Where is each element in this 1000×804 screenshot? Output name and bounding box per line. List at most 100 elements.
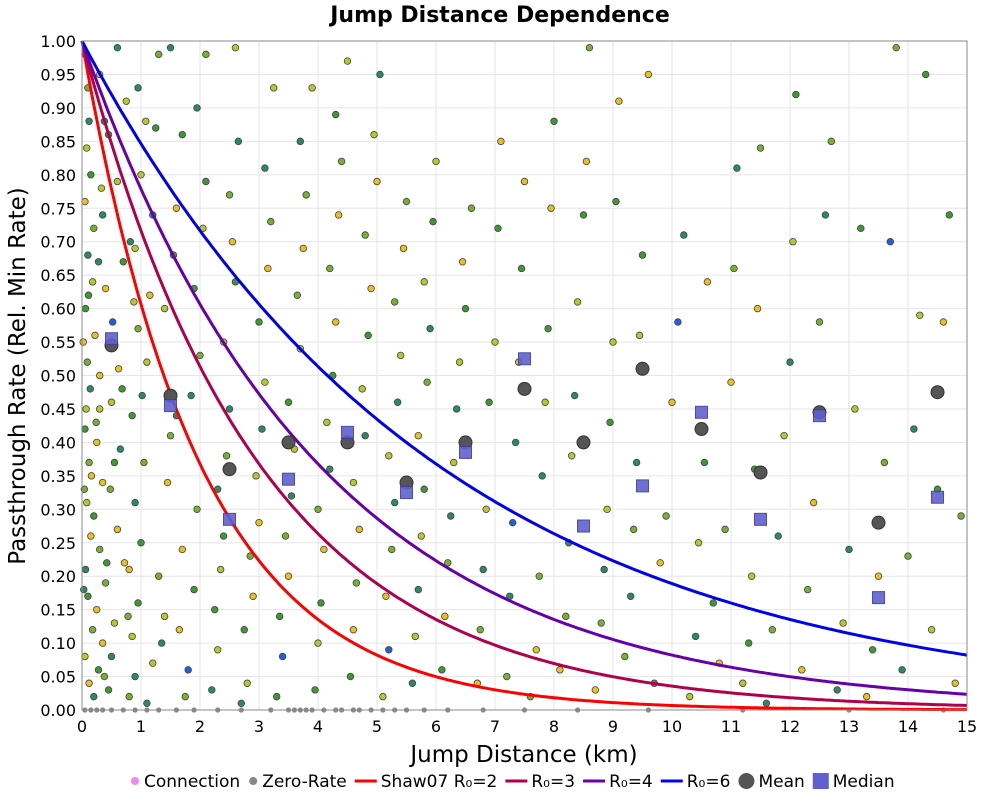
connection-point — [680, 231, 688, 239]
connection-point — [107, 398, 116, 406]
y-tick-label: 0.15 — [40, 601, 76, 620]
connection-point — [213, 646, 222, 654]
connection-point — [91, 331, 99, 340]
connection-point — [296, 137, 304, 146]
y-tick-label: 0.65 — [40, 266, 76, 285]
connection-point — [178, 130, 186, 139]
connection-point — [92, 418, 100, 427]
x-tick-label: 15 — [957, 717, 977, 736]
mean-marker — [635, 361, 650, 376]
connection-point — [104, 686, 113, 694]
plot-frame — [81, 40, 968, 711]
connection-point — [258, 425, 266, 433]
connection-point — [827, 137, 835, 146]
connection-point — [125, 692, 133, 701]
connection-point — [541, 398, 549, 406]
connection-point — [379, 692, 387, 701]
legend-label: R₀=3 — [531, 772, 575, 792]
connection-point — [686, 692, 694, 701]
connection-point — [187, 391, 195, 400]
connection-point — [886, 237, 894, 246]
x-tick-label: 6 — [431, 717, 441, 736]
connection-point — [503, 672, 511, 681]
connection-point — [721, 525, 729, 534]
connection-point — [429, 217, 437, 226]
connection-point — [927, 626, 936, 634]
connection-point — [579, 211, 588, 219]
connection-point — [391, 298, 399, 306]
x-tick-label: 12 — [780, 717, 800, 736]
connection-point — [423, 378, 431, 386]
connection-point — [780, 432, 788, 440]
connection-point — [190, 585, 198, 594]
connection-point — [84, 592, 92, 600]
connection-point — [334, 211, 343, 219]
connection-point — [142, 117, 150, 125]
connection-point — [181, 692, 189, 701]
connection-point — [106, 485, 115, 493]
median-marker — [577, 519, 590, 533]
connection-point — [644, 70, 653, 79]
mean-marker — [222, 462, 237, 477]
connection-point — [606, 418, 614, 427]
connection-point — [98, 211, 107, 219]
connection-point — [131, 244, 139, 253]
y-tick-label: 0.20 — [40, 567, 76, 586]
legend-label: Zero-Rate — [262, 772, 347, 792]
connection-point — [255, 318, 263, 326]
connection-point — [467, 204, 476, 212]
connection-point — [154, 572, 163, 580]
connection-point — [491, 338, 499, 346]
connection-point — [120, 559, 129, 567]
connection-point — [762, 699, 771, 708]
connection-point — [108, 318, 117, 326]
connection-point — [509, 518, 517, 527]
connection-point — [809, 498, 818, 507]
connection-point — [225, 405, 234, 413]
connection-point — [898, 666, 906, 674]
mean-marker — [694, 422, 709, 437]
connection-point — [568, 452, 576, 460]
connection-point — [461, 304, 470, 313]
x-axis: 0 1 2 3 4 5 6 7 8 9 10 11 12 13 14 15 — [77, 717, 977, 736]
median-marker — [223, 512, 236, 526]
y-tick-label: 0.00 — [40, 701, 76, 720]
connection-point — [452, 405, 461, 413]
connection-point — [857, 224, 865, 233]
fit-curves — [80, 40, 968, 712]
mean-marker — [576, 435, 591, 450]
connection-point — [83, 144, 91, 152]
connection-point — [747, 572, 756, 580]
connection-point — [85, 679, 93, 687]
connection-point — [432, 157, 440, 166]
y-tick-label: 0.50 — [40, 367, 76, 386]
connection-point — [175, 626, 184, 634]
connection-point — [733, 164, 741, 172]
connection-point — [544, 324, 552, 333]
connection-point — [447, 512, 455, 520]
y-tick-label: 0.80 — [40, 166, 76, 185]
connection-point — [270, 84, 278, 92]
median-marker — [341, 425, 354, 439]
connection-point — [124, 612, 132, 621]
connection-point — [152, 124, 160, 132]
median-marker — [400, 486, 413, 500]
connection-point — [674, 318, 682, 326]
connection-point — [95, 545, 104, 554]
connection-point — [627, 592, 635, 600]
legend-label: Mean — [758, 772, 804, 792]
connection-point — [113, 177, 122, 186]
connection-point — [299, 244, 307, 253]
connection-point — [140, 458, 148, 467]
connection-point — [134, 599, 142, 607]
connection-point — [225, 191, 234, 199]
y-tick-label: 0.85 — [40, 132, 76, 151]
connection-point — [261, 164, 269, 172]
connection-point — [694, 539, 703, 547]
connection-point — [87, 171, 95, 179]
connection-point — [874, 572, 883, 580]
connection-point — [497, 137, 505, 146]
connection-point — [391, 498, 399, 507]
connection-point — [103, 559, 111, 567]
connection-point — [202, 177, 210, 186]
